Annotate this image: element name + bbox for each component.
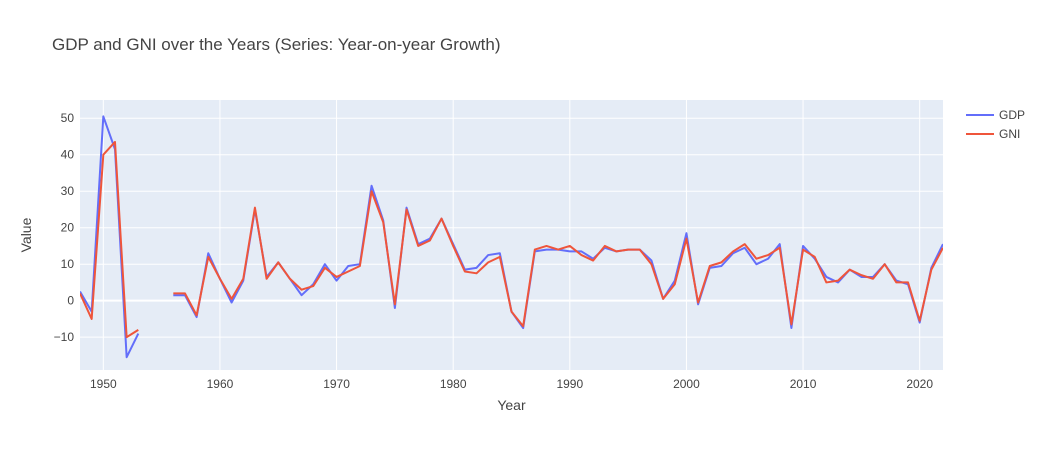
x-tick-label: 2010	[790, 377, 817, 391]
x-tick-label: 1980	[440, 377, 467, 391]
x-tick-label: 1960	[207, 377, 234, 391]
y-tick-label: 40	[61, 148, 75, 162]
legend-item-gni[interactable]: GNI	[966, 127, 1020, 141]
series-lines	[80, 115, 943, 359]
legend-item-gdp[interactable]: GDP	[966, 108, 1025, 122]
x-axis-title: Year	[497, 397, 526, 413]
x-tick-label: 1970	[323, 377, 350, 391]
y-tick-label: 0	[67, 294, 74, 308]
y-tick-label: 50	[61, 111, 75, 125]
x-tick-label: 2000	[673, 377, 700, 391]
x-tick-label: 1950	[90, 377, 117, 391]
legend-label-gdp: GDP	[999, 108, 1025, 122]
y-tick-label: 20	[61, 221, 75, 235]
series-line-gni[interactable]	[80, 140, 943, 339]
y-tick-label: 30	[61, 184, 75, 198]
grid-lines	[80, 100, 943, 370]
chart-title: GDP and GNI over the Years (Series: Year…	[52, 35, 501, 54]
y-tick-label: −10	[54, 330, 75, 344]
plot-clip	[80, 115, 943, 359]
legend[interactable]: GDP GNI	[966, 108, 1025, 141]
plot-area	[80, 100, 943, 370]
x-tick-label: 2020	[906, 377, 933, 391]
x-tick-label: 1990	[556, 377, 583, 391]
y-tick-label: 10	[61, 257, 75, 271]
tick-labels: 1950 1960 1970 1980 1990 2000 2010 2020 −10 0 10 20…	[54, 111, 934, 391]
y-axis-title: Value	[18, 217, 34, 252]
legend-label-gni: GNI	[999, 127, 1020, 141]
